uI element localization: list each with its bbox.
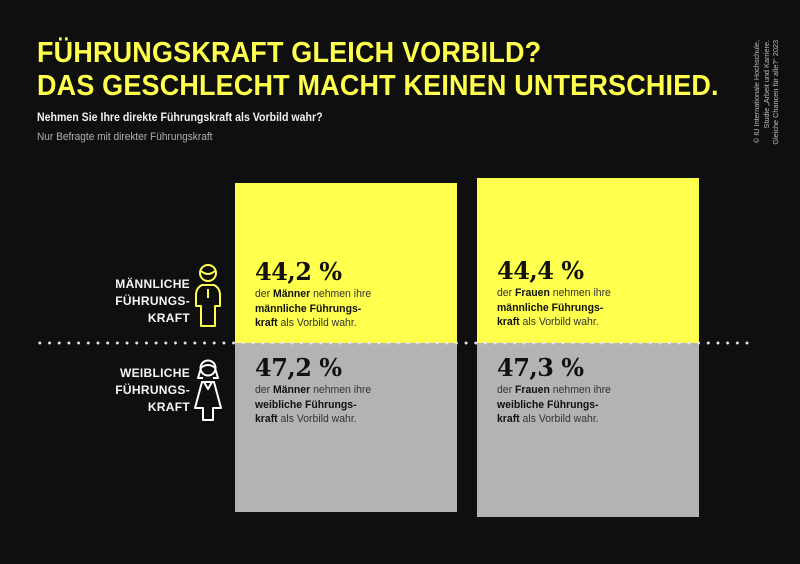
cell-maenner-male-leader: 44,2 % der Männer nehmen ihre männliche … — [235, 183, 457, 343]
title-line-2: DAS GESCHLECHT MACHT KEINEN UNTERSCHIED. — [37, 70, 719, 102]
percentage-value: 47,2 % — [255, 353, 342, 382]
cell-content: 47,2 % der Männer nehmen ihre weibliche … — [255, 355, 377, 427]
row-label-male-leader: MÄNNLICHE FÜHRUNGS- KRAFT — [115, 277, 190, 325]
page-title: FÜHRUNGSKRAFT GLEICH VORBILD? DAS GESCHL… — [37, 37, 719, 103]
cell-description: der Frauen nehmen ihre weibliche Führung… — [497, 384, 611, 425]
column-maenner: 44,2 % der Männer nehmen ihre männliche … — [235, 183, 457, 512]
cell-maenner-female-leader: 47,2 % der Männer nehmen ihre weibliche … — [235, 343, 457, 512]
percentage-value: 44,2 % — [255, 257, 342, 286]
source-credit: © IU Internationale Hochschule, Studie „… — [752, 40, 781, 180]
source-line-3: Gleiche Chancen für alle?“ 2023 — [771, 40, 780, 145]
percentage-value: 44,4 % — [497, 256, 584, 285]
column-frauen: 44,4 % der Frauen nehmen ihre männliche … — [477, 178, 699, 517]
cell-content: 44,2 % der Männer nehmen ihre männliche … — [255, 259, 377, 331]
cell-description: der Frauen nehmen ihre männliche Führung… — [497, 287, 611, 328]
percentage-value: 47,3 % — [497, 353, 584, 382]
cell-description: der Männer nehmen ihre männliche Führung… — [255, 288, 372, 329]
cell-frauen-male-leader: 44,4 % der Frauen nehmen ihre männliche … — [477, 178, 699, 343]
survey-question: Nehmen Sie Ihre direkte Führungskraft al… — [37, 112, 323, 124]
row-label-female-leader: WEIBLICHE FÜHRUNGS- KRAFT — [115, 366, 190, 414]
title-line-1: FÜHRUNGSKRAFT GLEICH VORBILD? — [37, 37, 542, 69]
cell-description: der Männer nehmen ihre weibliche Führung… — [255, 384, 372, 425]
source-line-1: © IU Internationale Hochschule, — [752, 40, 761, 144]
source-line-2: Studie „Arbeit und Karriere. — [761, 40, 771, 129]
dotted-divider — [35, 341, 755, 345]
cell-content: 44,4 % der Frauen nehmen ihre männliche … — [497, 258, 617, 330]
survey-subtitle: Nur Befragte mit direkter Führungskraft — [37, 131, 213, 143]
female-person-icon — [194, 359, 222, 421]
cell-content: 47,3 % der Frauen nehmen ihre weibliche … — [497, 355, 617, 427]
male-person-icon — [195, 264, 221, 327]
cell-frauen-female-leader: 47,3 % der Frauen nehmen ihre weibliche … — [477, 343, 699, 517]
